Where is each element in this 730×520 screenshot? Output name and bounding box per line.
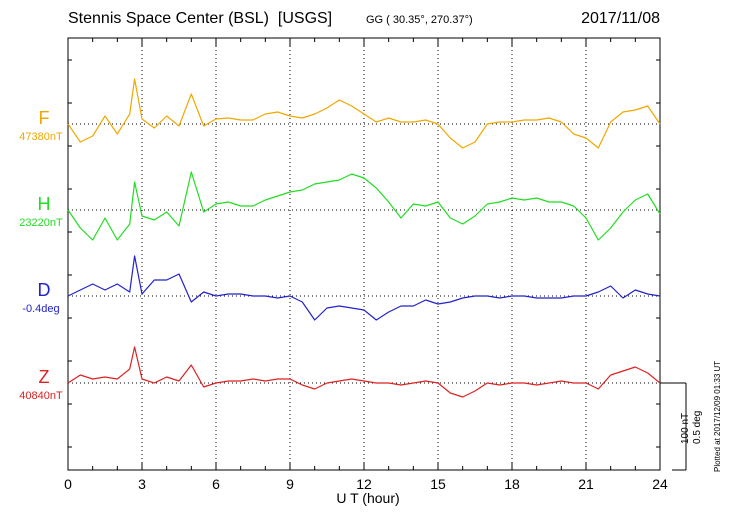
scale-label: 100 nT 0.5 deg <box>680 411 704 444</box>
x-tick-label: 24 <box>652 476 668 492</box>
channel-baseline-d: -0.4deg <box>22 303 60 315</box>
series-line-z <box>67 346 661 398</box>
scale-nt: 100 nT <box>680 412 691 444</box>
x-tick-label: 9 <box>286 476 294 492</box>
scale-deg: 0.5 deg <box>692 410 703 444</box>
channel-name-d: D <box>37 280 51 300</box>
station-coordinates: GG ( 30.35°, 270.37°) <box>366 14 473 26</box>
tick-marks <box>67 38 661 470</box>
chart-date: 2017/11/08 <box>581 10 660 27</box>
grid <box>68 38 660 470</box>
series-line-h <box>67 171 661 241</box>
x-tick-label: 0 <box>64 476 72 492</box>
series-line-f <box>67 78 661 149</box>
series-line-d <box>67 255 661 321</box>
x-tick-label: 6 <box>212 476 220 492</box>
x-tick-label: 18 <box>504 476 520 492</box>
chart-title: Stennis Space Center (BSL) [USGS] <box>68 10 332 28</box>
station-name: Stennis Space Center (BSL) <box>68 10 269 27</box>
plotted-timestamp: Plotted at 2017/12/09 01:33 UT <box>713 360 722 472</box>
x-tick-label: 12 <box>356 476 372 492</box>
scale-bar <box>660 382 687 471</box>
x-tick-label: 15 <box>430 476 446 492</box>
channel-name-z: Z <box>38 367 50 387</box>
x-tick-label: 3 <box>138 476 146 492</box>
x-axis-label: U T (hour) <box>336 490 400 506</box>
agency-label: [USGS] <box>277 10 333 27</box>
channel-baseline-h: 23220nT <box>19 217 63 229</box>
channel-name-f: F <box>38 108 50 128</box>
series-lines <box>67 78 661 398</box>
channel-baseline-f: 47380nT <box>19 131 63 143</box>
channel-baseline-z: 40840nT <box>19 390 63 402</box>
channel-name-h: H <box>37 194 51 214</box>
x-tick-label: 21 <box>578 476 594 492</box>
